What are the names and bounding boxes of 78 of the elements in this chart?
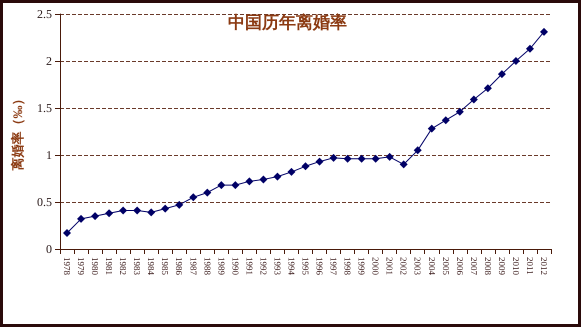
x-tick-label: 1984 (146, 257, 156, 276)
x-tick-label: 2000 (370, 257, 381, 276)
x-tick-label: 2002 (398, 257, 409, 275)
point (105, 209, 114, 218)
point (217, 181, 226, 190)
x-tick-label: 1982 (118, 257, 128, 275)
point (63, 229, 72, 238)
chart-title: 中国历年离婚率 (228, 13, 347, 32)
y-axis-title: 离婚率（‰） (10, 92, 25, 172)
point (245, 177, 254, 186)
x-tick-label: 1979 (76, 257, 86, 276)
point (259, 175, 268, 184)
x-tick-label: 1996 (314, 257, 325, 276)
point (147, 208, 156, 216)
point (456, 108, 464, 116)
point (302, 162, 310, 170)
y-tick-label: 1.5 (37, 101, 52, 115)
x-tick-label: 2009 (496, 257, 507, 276)
point (484, 84, 492, 92)
point (386, 152, 394, 161)
y-tick-label: 0.5 (37, 195, 52, 209)
y-tick-label: 2.5 (37, 7, 52, 21)
x-tick-label: 1992 (258, 257, 268, 275)
point (428, 124, 436, 133)
point (372, 154, 380, 163)
x-tick-label: 1987 (188, 257, 198, 276)
x-tick-label: 1986 (174, 257, 184, 276)
x-tick-label: 2003 (412, 257, 423, 276)
point (203, 188, 212, 197)
point (273, 172, 282, 181)
y-tick-label: 0 (46, 242, 52, 256)
x-tick-label: 2010 (510, 257, 521, 276)
x-tick-label: 2007 (468, 257, 479, 276)
point (512, 57, 520, 65)
point (231, 181, 240, 190)
point (91, 212, 100, 220)
point (540, 28, 548, 36)
point (119, 206, 128, 214)
x-tick-label: 1985 (160, 257, 170, 276)
point (316, 158, 324, 166)
x-tick-label: 1998 (342, 257, 353, 276)
x-tick-label: 2011 (524, 257, 535, 275)
x-tick-label: 1980 (90, 257, 100, 276)
y-tick-label: 2 (46, 54, 52, 68)
x-tick-label: 2004 (426, 257, 437, 276)
point (175, 200, 184, 209)
x-tick-label: 2001 (384, 257, 395, 275)
x-tick-label: 2005 (440, 257, 451, 276)
point (133, 206, 142, 214)
y-tick-label: 1 (46, 148, 52, 162)
x-tick-label: 2006 (454, 257, 465, 276)
x-tick-label: 1991 (244, 257, 254, 275)
x-tick-label: 1978 (62, 257, 72, 276)
x-tick-label: 1989 (216, 257, 226, 276)
x-tick-label: 1997 (328, 257, 339, 276)
x-tick-label: 1995 (300, 257, 310, 276)
point (161, 204, 170, 213)
point (330, 154, 338, 162)
x-tick-label: 1999 (356, 257, 367, 276)
x-tick-label: 1988 (202, 257, 212, 276)
x-tick-label: 1981 (104, 257, 114, 275)
x-tick-label: 1994 (286, 257, 296, 276)
point (344, 154, 352, 163)
point (287, 168, 296, 176)
point (358, 154, 366, 163)
point (414, 146, 422, 154)
x-tick-label: 1990 (230, 257, 240, 276)
point (77, 214, 86, 223)
x-tick-label: 1993 (272, 257, 282, 276)
point (526, 44, 534, 53)
point (442, 116, 450, 124)
point (470, 96, 478, 104)
x-tick-label: 1983 (132, 257, 142, 276)
point (400, 160, 408, 168)
x-tick-label: 2008 (482, 257, 493, 276)
x-tick-label: 2012 (538, 257, 549, 275)
point (498, 70, 506, 78)
point (189, 193, 198, 202)
